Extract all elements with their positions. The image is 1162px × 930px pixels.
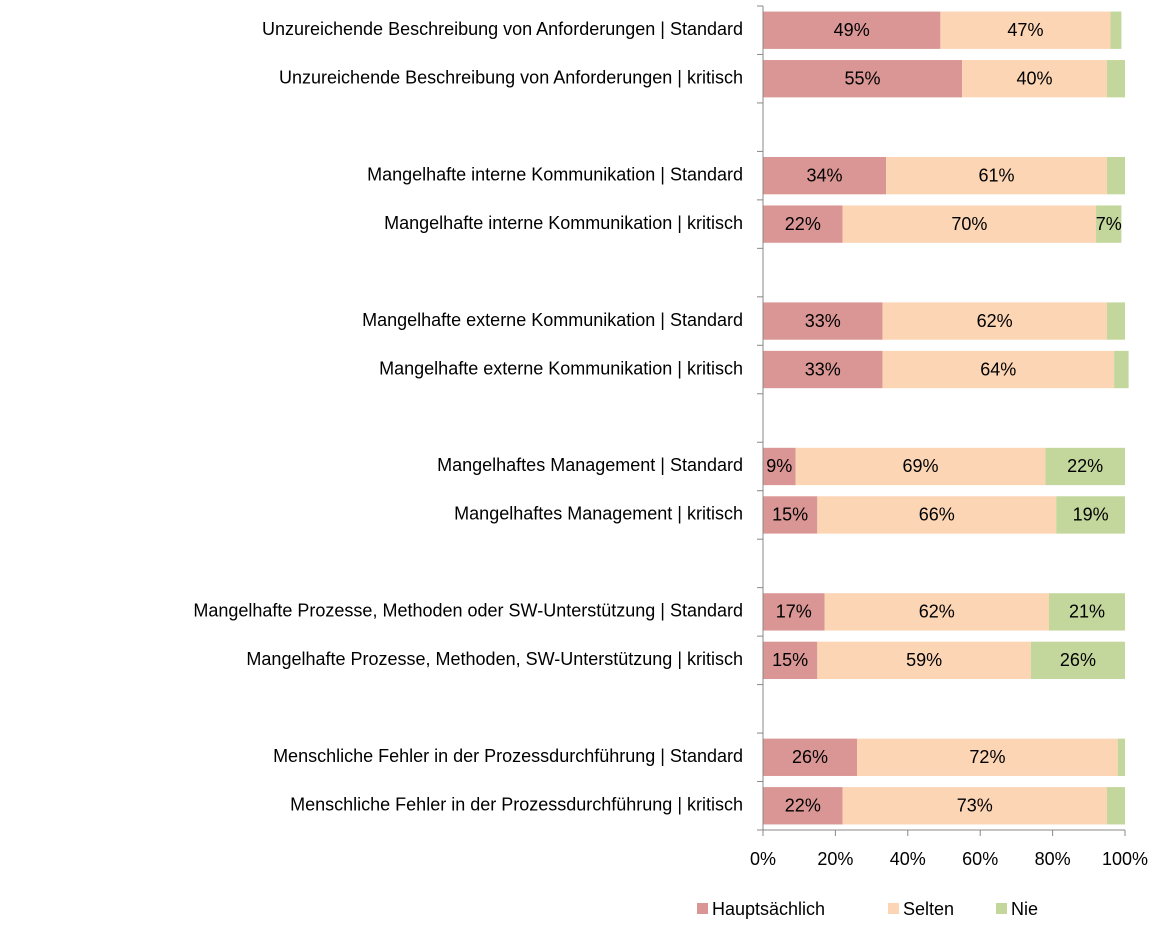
- data-label: 62%: [977, 311, 1013, 331]
- x-tick-label: 0%: [750, 849, 776, 869]
- y-tick-label: Mangelhafte Prozesse, Methoden oder SW-U…: [193, 601, 743, 621]
- data-label: 62%: [919, 602, 955, 622]
- bar-segment: [763, 156, 887, 195]
- bar-segment: [763, 350, 883, 389]
- data-label: 34%: [807, 165, 843, 185]
- y-tick-label: Mangelhafte interne Kommunikation | krit…: [384, 213, 743, 233]
- y-tick-label: Menschliche Fehler in der Prozessdurchfü…: [273, 746, 743, 766]
- bar-segment: [1106, 156, 1125, 195]
- bar-segment: [1114, 350, 1129, 389]
- x-tick-label: 20%: [817, 849, 853, 869]
- bar-segment: [763, 60, 963, 98]
- bar-segment: [1048, 593, 1125, 631]
- bar-segment: [1106, 302, 1125, 340]
- data-label: 17%: [776, 602, 812, 622]
- data-label: 72%: [969, 747, 1005, 767]
- bar-segment: [1110, 11, 1122, 49]
- data-label: 9%: [766, 456, 792, 476]
- y-tick-label: Mangelhaftes Management | kritisch: [454, 504, 743, 524]
- legend-label: Nie: [1011, 899, 1038, 919]
- bar-segment: [763, 641, 818, 680]
- y-tick-label: Unzureichende Beschreibung von Anforderu…: [279, 67, 743, 87]
- bar-segment: [886, 156, 1107, 195]
- data-label: 55%: [845, 68, 881, 88]
- y-tick-label: Unzureichende Beschreibung von Anforderu…: [262, 19, 743, 39]
- data-label: 33%: [805, 359, 841, 379]
- bar-segment: [817, 496, 1057, 534]
- bar-segment: [882, 302, 1107, 340]
- data-label: 61%: [978, 165, 1014, 185]
- bar-segment: [763, 205, 843, 243]
- bar-segment: [962, 60, 1107, 98]
- y-tick-label: Mangelhafte externe Kommunikation | krit…: [379, 358, 743, 378]
- y-tick-label: Mangelhafte Prozesse, Methoden, SW-Unter…: [246, 649, 743, 669]
- bar-segment: [1030, 641, 1125, 680]
- bar-segment: [1096, 205, 1122, 243]
- data-label: 22%: [785, 796, 821, 816]
- data-label: 19%: [1073, 505, 1109, 525]
- data-label: 15%: [772, 505, 808, 525]
- bar-segment: [1106, 60, 1125, 98]
- bar-segment: [824, 593, 1049, 631]
- y-tick-label: Menschliche Fehler in der Prozessdurchfü…: [290, 795, 743, 815]
- data-label: 47%: [1007, 20, 1043, 40]
- bar-segment: [1117, 738, 1125, 776]
- bar-segment: [1045, 447, 1125, 486]
- data-label: 7%: [1096, 214, 1122, 234]
- bar-segment: [857, 738, 1118, 776]
- bar-segment: [763, 738, 858, 776]
- data-label: 73%: [957, 796, 993, 816]
- data-label: 64%: [980, 359, 1016, 379]
- legend-swatch: [697, 903, 708, 914]
- bar-segment: [763, 447, 796, 486]
- data-label: 22%: [785, 214, 821, 234]
- bar-segment: [763, 496, 818, 534]
- bar-segment: [763, 593, 825, 631]
- bar-segment: [842, 787, 1107, 825]
- data-label: 22%: [1067, 456, 1103, 476]
- x-tick-label: 60%: [962, 849, 998, 869]
- data-label: 49%: [834, 20, 870, 40]
- data-label: 21%: [1069, 602, 1105, 622]
- legend-label: Hauptsächlich: [712, 899, 825, 919]
- bar-segment: [817, 641, 1031, 680]
- data-label: 33%: [805, 311, 841, 331]
- y-tick-label: Mangelhafte interne Kommunikation | Stan…: [367, 164, 743, 184]
- data-label: 40%: [1016, 68, 1052, 88]
- bar-segment: [795, 447, 1046, 486]
- data-label: 69%: [902, 456, 938, 476]
- legend-swatch: [996, 903, 1007, 914]
- data-label: 26%: [1060, 650, 1096, 670]
- data-label: 66%: [919, 505, 955, 525]
- bar-segment: [763, 302, 883, 340]
- bar-segment: [882, 350, 1115, 389]
- legend-label: Selten: [903, 899, 954, 919]
- bar-segment: [763, 11, 941, 49]
- bar-segment: [1056, 496, 1125, 534]
- x-tick-label: 80%: [1035, 849, 1071, 869]
- data-label: 15%: [772, 650, 808, 670]
- bar-segment: [842, 205, 1097, 243]
- y-tick-label: Mangelhafte externe Kommunikation | Stan…: [362, 310, 743, 330]
- bar-segment: [1106, 787, 1125, 825]
- bar-segment: [763, 787, 843, 825]
- data-label: 70%: [951, 214, 987, 234]
- data-label: 26%: [792, 747, 828, 767]
- data-label: 59%: [906, 650, 942, 670]
- legend-swatch: [888, 903, 899, 914]
- bar-segment: [940, 11, 1111, 49]
- x-tick-label: 100%: [1102, 849, 1148, 869]
- x-tick-label: 40%: [890, 849, 926, 869]
- y-tick-label: Mangelhaftes Management | Standard: [437, 455, 743, 475]
